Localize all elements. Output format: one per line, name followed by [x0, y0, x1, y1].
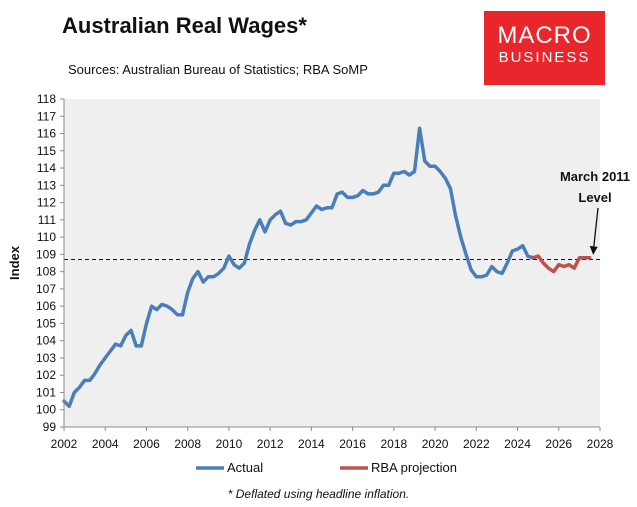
x-tick-label: 2006: [133, 437, 160, 451]
logo-line-1: MACRO: [497, 22, 592, 49]
legend-label: Actual: [227, 460, 263, 475]
y-tick-label: 111: [38, 213, 57, 227]
annotation-line-2: Level: [578, 190, 611, 205]
chart-legend: Actual RBA projection: [196, 460, 457, 475]
y-tick-label: 103: [36, 351, 56, 365]
series-line-rba-projection: [531, 254, 592, 274]
x-tick-label: 2018: [380, 437, 407, 451]
y-tick-label: 108: [36, 265, 56, 279]
x-tick-label: 2028: [587, 437, 614, 451]
y-tick-label: 105: [36, 316, 56, 330]
x-tick-label: 2022: [463, 437, 490, 451]
x-tick-label: 2024: [504, 437, 531, 451]
x-tick-label: 2002: [51, 437, 78, 451]
x-tick-label: 2010: [216, 437, 243, 451]
x-axis-ticks: 2002 2004 2006 2008 2010 2012 2014 2016 2018 2020…: [51, 427, 614, 451]
y-tick-label: 117: [37, 109, 56, 123]
y-tick-label: 118: [37, 92, 56, 106]
x-tick-label: 2004: [92, 437, 119, 451]
x-tick-label: 2020: [422, 437, 449, 451]
y-tick-label: 110: [37, 230, 56, 244]
logo-line-2: BUSINESS: [498, 49, 591, 66]
annotation-line-1: March 2011: [560, 169, 630, 184]
y-tick-label: 116: [37, 127, 56, 141]
annotation-arrow-head: [589, 245, 598, 255]
series-lines: [62, 126, 592, 409]
x-tick-label: 2012: [257, 437, 284, 451]
annotation-arrow: [593, 207, 599, 248]
y-tick-label: 107: [36, 282, 56, 296]
y-tick-label: 104: [36, 334, 56, 348]
legend-label: RBA projection: [371, 460, 457, 475]
x-tick-label: 2016: [339, 437, 366, 451]
y-tick-label: 109: [36, 247, 56, 261]
plot-area: [64, 99, 600, 427]
chart-title: Australian Real Wages*: [62, 13, 307, 38]
footnote: * Deflated using headline inflation.: [227, 487, 410, 501]
x-tick-label: 2014: [298, 437, 325, 451]
chart-sources: Sources: Australian Bureau of Statistics…: [68, 62, 368, 77]
y-tick-label: 99: [43, 420, 57, 434]
y-tick-label: 113: [37, 178, 56, 192]
y-tick-label: 115: [37, 144, 56, 158]
y-tick-label: 114: [37, 161, 56, 175]
macro-business-logo: MACRO BUSINESS: [484, 11, 605, 85]
x-tick-label: 2026: [545, 437, 572, 451]
y-axis-ticks: 99 100 101 102 103 104 105 106 107 108 109 110 111 11…: [36, 92, 64, 434]
y-tick-label: 101: [36, 385, 56, 399]
y-tick-label: 106: [36, 299, 56, 313]
y-tick-label: 100: [36, 403, 56, 417]
series-line-actual: [62, 126, 535, 409]
y-tick-label: 112: [37, 196, 56, 210]
x-tick-label: 2008: [174, 437, 201, 451]
y-tick-label: 102: [36, 368, 56, 382]
y-axis-label: Index: [7, 245, 22, 280]
